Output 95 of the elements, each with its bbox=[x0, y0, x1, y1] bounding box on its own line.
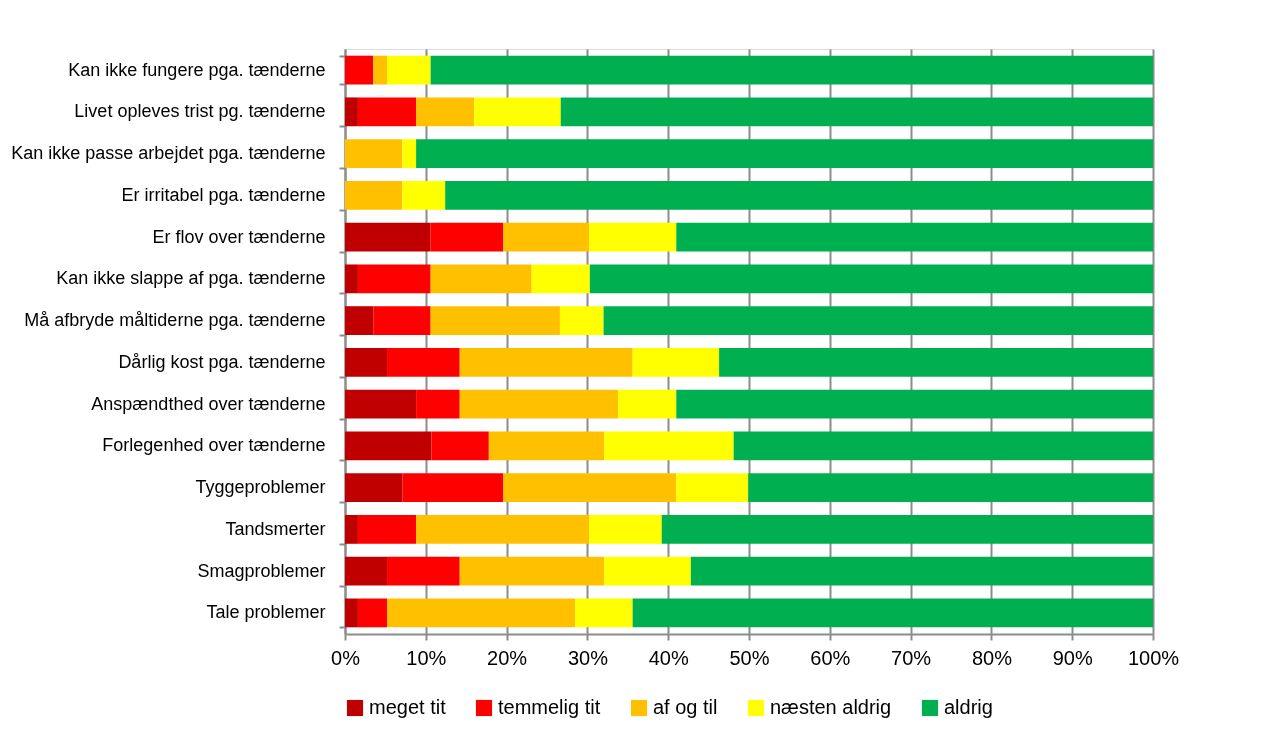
bar bbox=[387, 347, 460, 377]
bar bbox=[416, 139, 1153, 168]
bar bbox=[604, 556, 691, 586]
bar bbox=[430, 306, 560, 336]
bar bbox=[416, 515, 590, 544]
x-tick-label: 40% bbox=[648, 646, 689, 669]
bar bbox=[488, 431, 605, 461]
legend-label: af og til bbox=[653, 696, 718, 718]
bar bbox=[474, 97, 561, 127]
x-tick-label: 20% bbox=[487, 646, 528, 669]
y-tick-label: Livet opleves trist pg. tænderne bbox=[74, 101, 326, 122]
bar bbox=[531, 264, 590, 294]
bar bbox=[559, 306, 604, 336]
bar bbox=[661, 515, 1153, 544]
bar bbox=[503, 473, 677, 503]
x-tick-label: 10% bbox=[406, 646, 447, 669]
bar bbox=[503, 222, 590, 252]
bar bbox=[632, 347, 720, 377]
bar bbox=[345, 347, 388, 377]
bar bbox=[345, 431, 432, 461]
legend-label: temmelig tit bbox=[498, 696, 601, 718]
legend-label: aldrig bbox=[944, 696, 993, 718]
bar bbox=[373, 55, 388, 85]
bar bbox=[357, 598, 388, 628]
bar bbox=[632, 598, 1153, 628]
y-tick-label: Tale problemer bbox=[206, 602, 326, 623]
y-tick-label: Må afbryde måltiderne pga. tænderne bbox=[24, 310, 326, 331]
bar bbox=[345, 264, 358, 294]
bar bbox=[345, 180, 403, 210]
bar bbox=[345, 306, 374, 336]
bar bbox=[676, 222, 1153, 252]
legend-label: meget tit bbox=[369, 696, 447, 718]
x-tick-label: 0% bbox=[331, 646, 361, 669]
bar bbox=[357, 97, 417, 127]
bar bbox=[690, 556, 1153, 586]
bar bbox=[589, 222, 677, 252]
bar bbox=[560, 97, 1153, 127]
bar bbox=[345, 139, 403, 168]
y-tick-label: Forlegenhed over tænderne bbox=[102, 435, 326, 456]
bar bbox=[345, 389, 417, 419]
x-tick-label: 60% bbox=[810, 646, 851, 669]
y-tick-label: Dårlig kost pga. tænderne bbox=[118, 351, 326, 372]
bar bbox=[345, 598, 358, 628]
y-tick-label: Anspændthed over tænderne bbox=[91, 393, 326, 414]
bar bbox=[430, 55, 1153, 85]
x-tick-label: 100% bbox=[1127, 646, 1180, 669]
bar bbox=[431, 431, 489, 461]
bar bbox=[459, 556, 605, 586]
bar bbox=[459, 389, 619, 419]
bar bbox=[604, 431, 734, 461]
bar bbox=[345, 97, 358, 127]
bar bbox=[416, 389, 460, 419]
bar bbox=[387, 556, 460, 586]
bar bbox=[748, 473, 1153, 503]
y-tick-label: Kan ikke fungere pga. tænderne bbox=[68, 59, 326, 80]
bar bbox=[618, 389, 677, 419]
x-tick-label: 30% bbox=[567, 646, 609, 669]
bar bbox=[430, 264, 532, 294]
bar bbox=[387, 55, 431, 85]
bar bbox=[459, 347, 633, 377]
y-tick-label: Er flov over tænderne bbox=[152, 226, 326, 247]
bar bbox=[357, 264, 431, 294]
x-tick-label: 90% bbox=[1052, 646, 1093, 669]
legend-label: næsten aldrig bbox=[770, 696, 892, 718]
bar bbox=[357, 515, 417, 544]
y-tick-label: Er irritabel pga. tænderne bbox=[121, 184, 326, 205]
bar bbox=[402, 473, 504, 503]
bar bbox=[402, 180, 446, 210]
bar bbox=[345, 222, 431, 252]
bar bbox=[345, 55, 374, 85]
bar bbox=[416, 97, 475, 127]
bar bbox=[402, 139, 417, 168]
bar bbox=[387, 598, 576, 628]
bar bbox=[345, 515, 358, 544]
y-tick-label: Kan ikke passe arbejdet pga. tænderne bbox=[11, 143, 326, 164]
bar bbox=[430, 222, 504, 252]
x-tick-label: 80% bbox=[971, 646, 1013, 669]
bar bbox=[373, 306, 431, 336]
x-tick-label: 50% bbox=[729, 646, 770, 669]
y-tick-label: Tandsmerter bbox=[225, 518, 326, 539]
bar bbox=[719, 347, 1153, 377]
bar bbox=[575, 598, 633, 628]
bar bbox=[603, 306, 1153, 336]
bar bbox=[589, 264, 1153, 294]
y-tick-label: Kan ikke slappe af pga. tænderne bbox=[56, 268, 326, 289]
y-tick-label: Tyggeproblemer bbox=[195, 477, 326, 498]
bar bbox=[676, 473, 749, 503]
bar bbox=[445, 180, 1153, 210]
x-tick-label: 70% bbox=[891, 646, 932, 669]
bar bbox=[733, 431, 1153, 461]
bar bbox=[345, 473, 403, 503]
bar bbox=[345, 556, 388, 586]
bar bbox=[589, 515, 662, 544]
bar bbox=[676, 389, 1153, 419]
y-tick-label: Smagproblemer bbox=[197, 560, 326, 581]
